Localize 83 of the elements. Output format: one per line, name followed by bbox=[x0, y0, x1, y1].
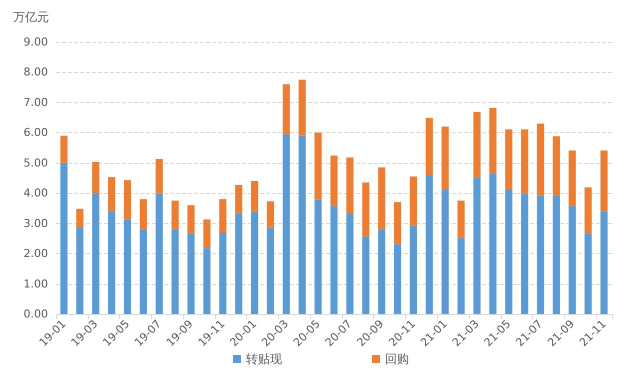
bar bbox=[346, 157, 354, 214]
bar bbox=[458, 238, 465, 314]
bar bbox=[505, 129, 512, 190]
bar bbox=[442, 126, 449, 190]
bar bbox=[536, 196, 544, 314]
bar bbox=[552, 196, 560, 314]
bar bbox=[568, 206, 576, 314]
bar bbox=[124, 219, 132, 314]
bar bbox=[442, 189, 449, 314]
bar bbox=[156, 158, 163, 194]
bar bbox=[489, 108, 496, 174]
bar bbox=[140, 229, 147, 314]
y-tick-label: 3.00 bbox=[24, 216, 48, 230]
bar bbox=[298, 80, 306, 136]
bar bbox=[568, 150, 576, 206]
bar bbox=[346, 214, 354, 314]
bar bbox=[314, 132, 322, 200]
bar bbox=[426, 174, 433, 314]
bar bbox=[489, 173, 496, 314]
bar bbox=[187, 205, 195, 234]
bar bbox=[426, 118, 433, 175]
bar bbox=[584, 187, 592, 234]
bar bbox=[473, 177, 481, 314]
y-tick-label: 1.00 bbox=[24, 277, 48, 290]
bar bbox=[330, 206, 338, 314]
bar bbox=[394, 244, 402, 314]
bar bbox=[378, 229, 386, 314]
bar bbox=[394, 202, 402, 244]
bar bbox=[266, 228, 274, 314]
bar bbox=[584, 234, 592, 314]
bar bbox=[536, 124, 544, 196]
legend-label: 转贴现 bbox=[246, 352, 282, 366]
bar bbox=[282, 134, 290, 314]
bar bbox=[282, 84, 290, 134]
bar bbox=[521, 194, 528, 314]
bar bbox=[219, 199, 226, 234]
bar bbox=[172, 200, 179, 230]
bar bbox=[330, 156, 338, 206]
y-tick-label: 9.00 bbox=[24, 36, 48, 48]
bar bbox=[187, 234, 195, 314]
bar bbox=[298, 136, 306, 314]
bar bbox=[172, 229, 179, 314]
bar bbox=[92, 162, 100, 194]
bar bbox=[124, 180, 132, 220]
bar bbox=[521, 129, 528, 194]
bar bbox=[140, 199, 147, 230]
y-tick-label: 5.00 bbox=[24, 156, 48, 170]
bar bbox=[600, 211, 608, 314]
bar bbox=[410, 176, 418, 226]
bar bbox=[203, 219, 210, 248]
bar bbox=[362, 182, 370, 237]
bar bbox=[108, 177, 116, 212]
bar bbox=[60, 162, 68, 314]
y-tick-label: 0.00 bbox=[24, 308, 48, 320]
bar bbox=[378, 167, 386, 230]
bar bbox=[156, 194, 163, 314]
bar bbox=[314, 200, 322, 314]
bar bbox=[203, 248, 210, 314]
y-tick-label: 8.00 bbox=[24, 66, 48, 79]
legend-label: 回购 bbox=[385, 352, 409, 366]
bar bbox=[92, 193, 100, 314]
bar bbox=[458, 200, 465, 238]
bar bbox=[235, 184, 242, 214]
bar bbox=[76, 208, 84, 227]
bar bbox=[552, 136, 560, 196]
bar bbox=[76, 226, 84, 314]
y-axis-title: 万亿元 bbox=[13, 10, 49, 24]
bar bbox=[473, 112, 481, 178]
bar bbox=[505, 189, 512, 314]
bar bbox=[250, 181, 258, 212]
bar bbox=[410, 226, 418, 314]
y-tick-label: 7.00 bbox=[24, 96, 48, 109]
bar bbox=[219, 233, 226, 314]
bar bbox=[108, 211, 116, 314]
bar bbox=[60, 136, 68, 163]
y-tick-label: 2.00 bbox=[24, 247, 48, 260]
bar bbox=[266, 201, 274, 228]
bar bbox=[235, 213, 242, 314]
y-tick-label: 6.00 bbox=[24, 126, 48, 140]
bar bbox=[250, 212, 258, 314]
bar bbox=[600, 150, 608, 212]
bar bbox=[362, 236, 370, 314]
y-tick-label: 4.00 bbox=[24, 186, 48, 200]
